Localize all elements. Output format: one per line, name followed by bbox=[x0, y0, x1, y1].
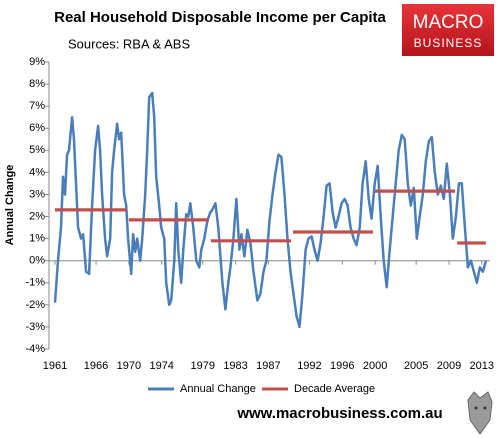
y-tick-label: 6% bbox=[29, 122, 45, 134]
x-tick-label: 2013 bbox=[470, 360, 494, 372]
x-tick-label: 1970 bbox=[117, 360, 141, 372]
y-tick-label: 1% bbox=[29, 233, 45, 245]
x-tick-label: 1979 bbox=[190, 360, 214, 372]
data-line bbox=[53, 91, 488, 329]
x-tick-label: 1992 bbox=[297, 360, 321, 372]
x-tick-label: 1961 bbox=[43, 360, 67, 372]
y-tick-label: 7% bbox=[29, 100, 45, 112]
logo-box bbox=[402, 4, 494, 56]
x-tick-label: 1974 bbox=[149, 360, 173, 372]
legend-label: Annual Change bbox=[180, 383, 256, 395]
x-tick-label: 2000 bbox=[363, 360, 387, 372]
y-axis-label: Annual Change bbox=[4, 165, 16, 246]
x-tick-label: 1983 bbox=[223, 360, 247, 372]
y-tick-label: 3% bbox=[29, 188, 45, 200]
y-tick-label: -3% bbox=[25, 321, 45, 333]
footer-url: www.macrobusiness.com.au bbox=[236, 405, 442, 422]
x-tick-label: 1987 bbox=[256, 360, 280, 372]
x-tick-label: 1966 bbox=[84, 360, 108, 372]
y-tick-label: -2% bbox=[25, 299, 45, 311]
chart-title: Real Household Disposable Income per Cap… bbox=[54, 9, 386, 26]
legend-label: Decade Average bbox=[294, 383, 375, 395]
chart-subtitle: Sources: RBA & ABS bbox=[68, 36, 190, 51]
y-tick-label: 0% bbox=[29, 255, 45, 267]
y-tick-label: 5% bbox=[29, 144, 45, 156]
x-tick-label: 1996 bbox=[330, 360, 354, 372]
logo-text: BUSINESS bbox=[414, 36, 483, 50]
logo-text: MACRO bbox=[413, 12, 484, 33]
y-tick-label: 8% bbox=[29, 78, 45, 90]
x-tick-label: 2009 bbox=[437, 360, 461, 372]
y-tick-label: 2% bbox=[29, 210, 45, 222]
y-tick-label: -4% bbox=[25, 343, 45, 355]
y-tick-label: -1% bbox=[25, 277, 45, 289]
wolf-icon bbox=[467, 391, 493, 435]
x-tick-label: 2005 bbox=[404, 360, 428, 372]
y-tick-label: 4% bbox=[29, 166, 45, 178]
y-tick-label: 9% bbox=[29, 56, 45, 68]
